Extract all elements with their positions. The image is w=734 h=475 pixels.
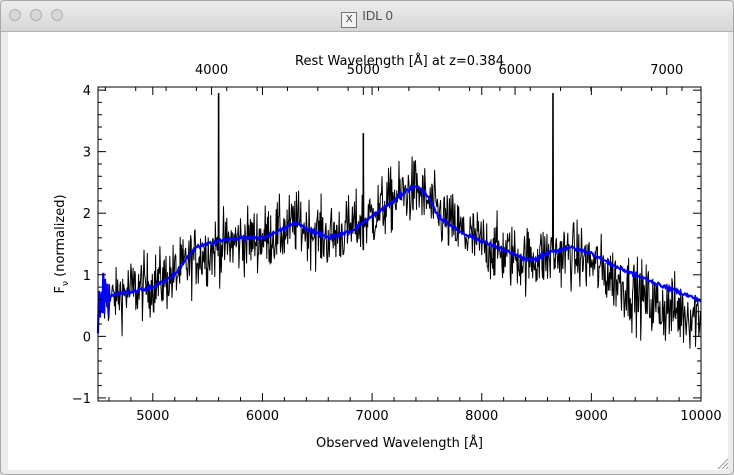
window-title-wrap: X IDL 0 bbox=[1, 8, 733, 28]
y-tick-label: 2 bbox=[83, 207, 91, 222]
y-axis-label-sub: ν bbox=[61, 281, 71, 286]
x-tick-label: 10000 bbox=[680, 409, 721, 424]
minimize-button[interactable] bbox=[30, 9, 42, 21]
x-axis-label: Observed Wavelength [Å] bbox=[316, 435, 483, 451]
top-axis-label: Rest Wavelength [Å] at z=0.384 bbox=[295, 53, 504, 69]
x-tick-label: 7000 bbox=[356, 409, 389, 424]
observed-spectrum-line bbox=[99, 93, 702, 349]
x11-icon: X bbox=[341, 12, 358, 28]
x-tick-label: 6000 bbox=[246, 409, 279, 424]
model-spectrum-line bbox=[96, 183, 701, 334]
top-tick-label: 4000 bbox=[195, 63, 228, 78]
y-axis-label-main: F bbox=[53, 286, 68, 293]
top-tick-label: 7000 bbox=[650, 63, 683, 78]
spectrum-plot: 5000 6000 7000 8000 9000 10000 4000 5000 6000 700… bbox=[53, 53, 722, 451]
x-tick-label: 8000 bbox=[465, 409, 498, 424]
title-bar[interactable]: X IDL 0 bbox=[1, 1, 733, 32]
close-button[interactable] bbox=[9, 9, 21, 21]
y-axis-label-rest: (normalized) bbox=[53, 194, 68, 281]
y-tick-label: −1 bbox=[72, 392, 91, 407]
y-tick-label: 1 bbox=[83, 269, 91, 284]
y-tick-label: 4 bbox=[83, 84, 91, 99]
y-tick-label: 3 bbox=[83, 146, 91, 161]
plot-frame bbox=[97, 86, 702, 402]
x-tick-label: 9000 bbox=[575, 409, 608, 424]
plot-canvas: 5000 6000 7000 8000 9000 10000 4000 5000 6000 700… bbox=[8, 32, 728, 470]
resize-grip-icon[interactable] bbox=[715, 456, 729, 470]
top-tick-label: 6000 bbox=[499, 63, 532, 78]
x-tick-label: 5000 bbox=[136, 409, 169, 424]
y-axis-label: Fν (normalized) bbox=[53, 194, 71, 293]
y-tick-label: 0 bbox=[83, 330, 91, 345]
zoom-button[interactable] bbox=[51, 9, 63, 21]
window-title: IDL 0 bbox=[362, 8, 393, 23]
top-tick-label: 5000 bbox=[347, 63, 380, 78]
